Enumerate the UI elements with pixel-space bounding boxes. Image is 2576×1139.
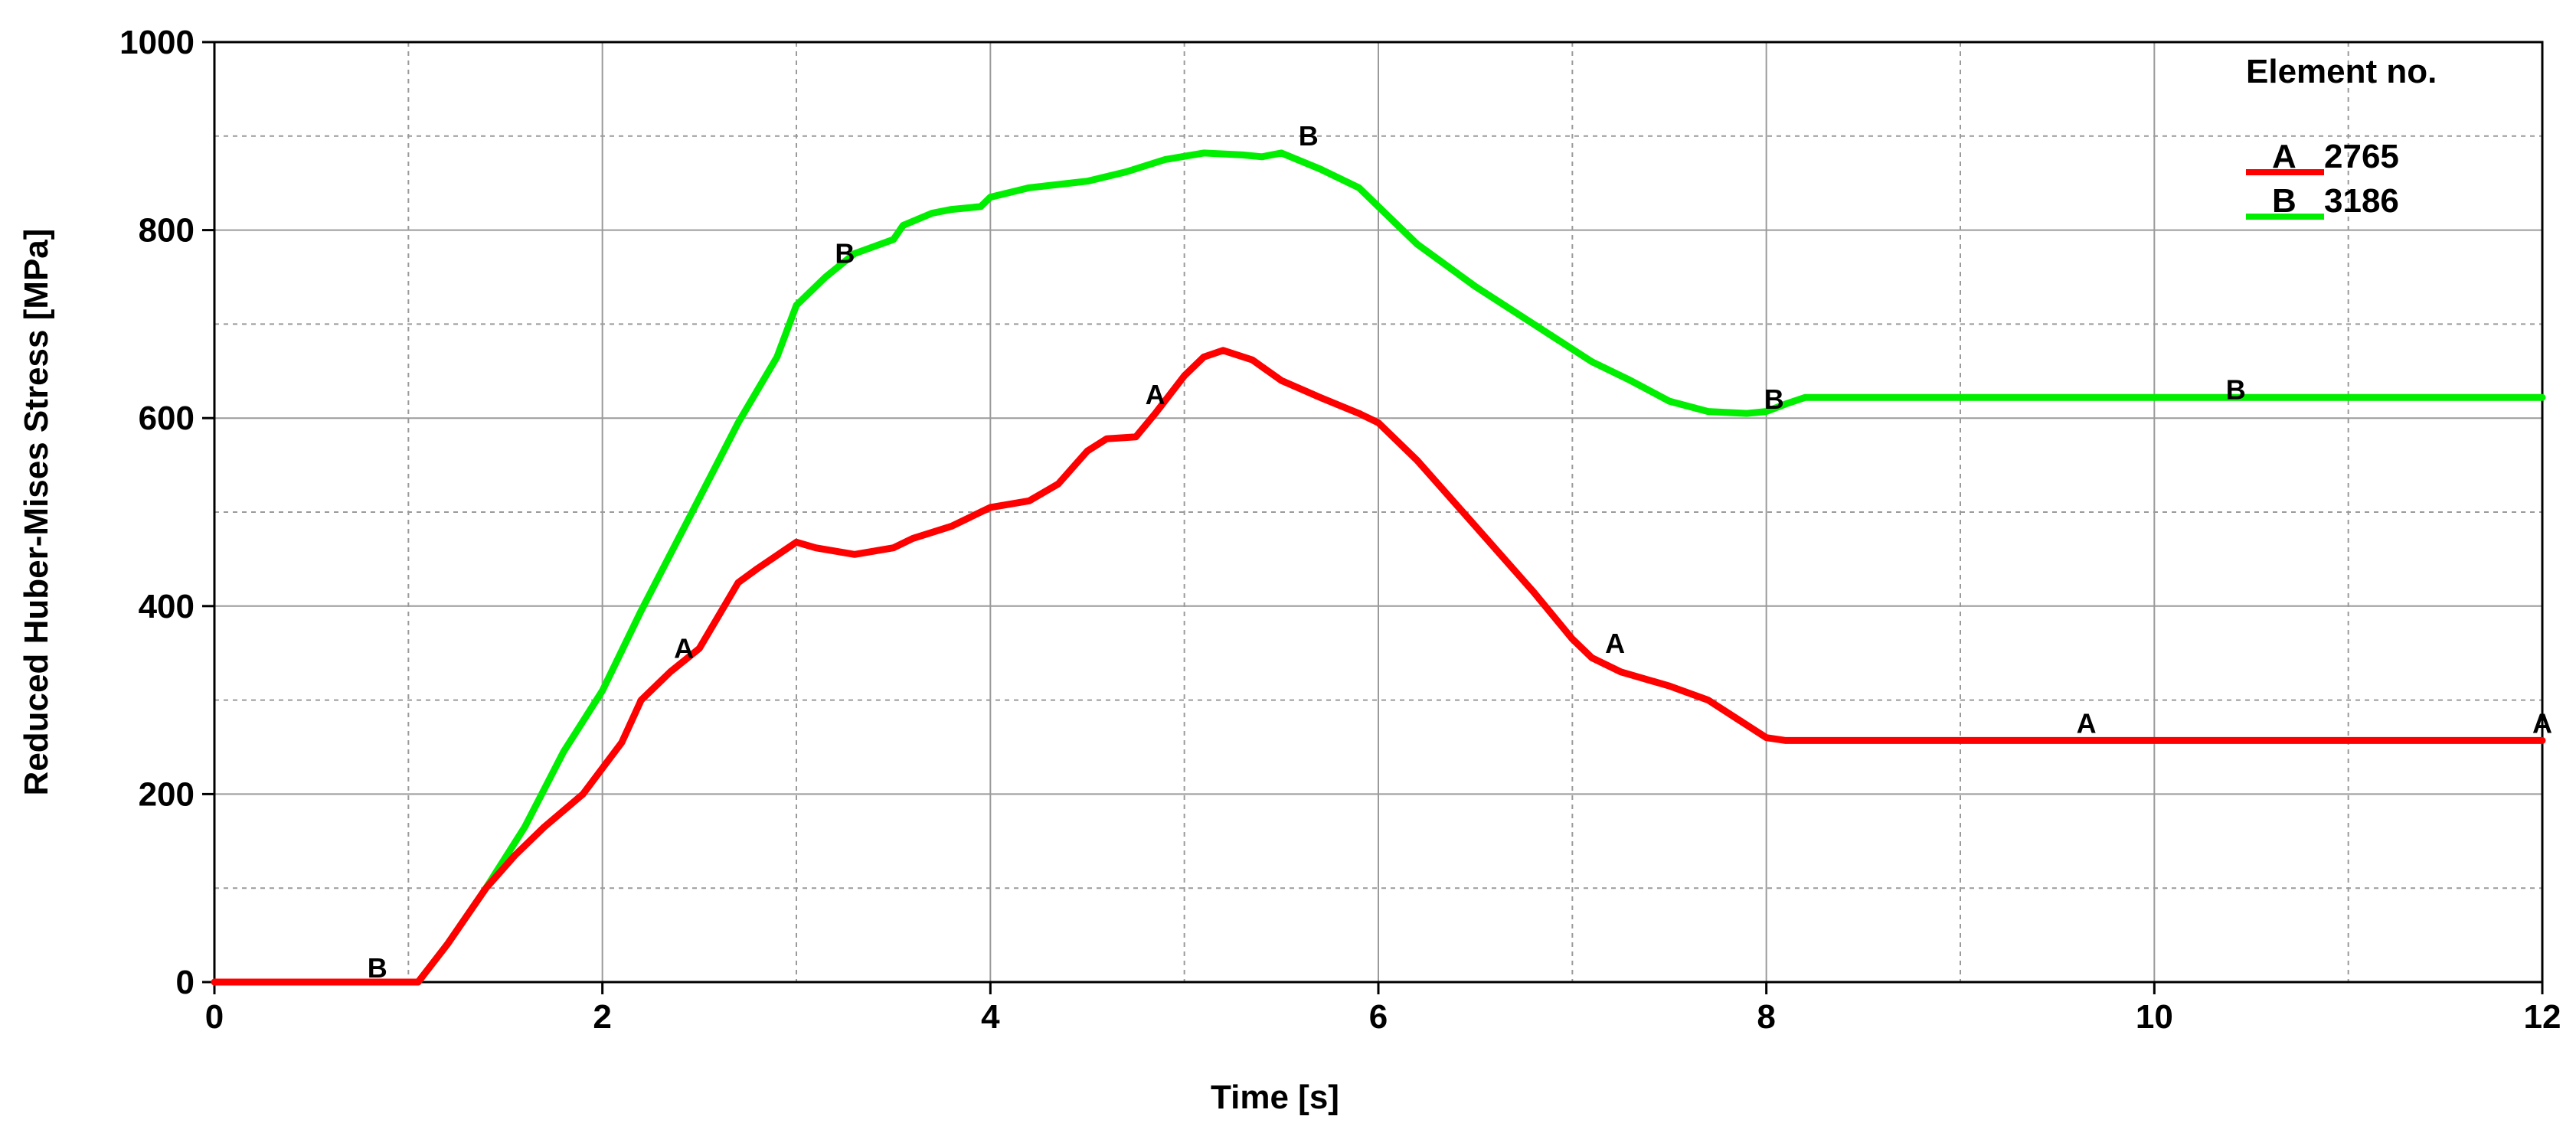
y-tick-label: 800 xyxy=(139,212,195,250)
series-marker-b: B xyxy=(1299,120,1319,152)
x-tick-label: 0 xyxy=(205,998,224,1036)
x-tick-label: 4 xyxy=(981,998,1000,1036)
series-marker-a: A xyxy=(674,632,694,664)
legend-key-a: A xyxy=(2272,138,2296,175)
y-tick-label: 400 xyxy=(139,588,195,625)
y-axis-title: Reduced Huber-Mises Stress [MPa] xyxy=(18,229,55,796)
y-tick-label: 200 xyxy=(139,775,195,813)
series-marker-b: B xyxy=(1764,383,1784,415)
grid xyxy=(214,42,2542,982)
x-tick-label: 10 xyxy=(2136,998,2173,1036)
series-marker-a: A xyxy=(1605,628,1625,659)
series-line-b xyxy=(211,149,2546,986)
x-tick-label: 8 xyxy=(1757,998,1775,1036)
x-tick-label: 12 xyxy=(2524,998,2561,1036)
series-marker-a: A xyxy=(2077,708,2097,739)
x-tick-label: 2 xyxy=(593,998,611,1036)
x-tick-label: 6 xyxy=(1369,998,1388,1036)
y-tick-label: 1000 xyxy=(119,24,195,61)
legend-label-a: 2765 xyxy=(2324,138,2399,175)
y-tick-label: 600 xyxy=(139,400,195,437)
axis-ticks: 0 2 4 6 8 10 12 0 200 400 600 800 1000 xyxy=(119,24,2561,1036)
series-marker-b: B xyxy=(835,238,855,269)
legend-title: Element no. xyxy=(2246,53,2437,90)
series-lines xyxy=(211,149,2546,986)
legend-label-b: 3186 xyxy=(2324,182,2399,220)
legend-key-b: B xyxy=(2272,182,2296,220)
series-line-a xyxy=(211,347,2546,986)
legend: Element no. A 2765 B 3186 xyxy=(2246,53,2437,220)
series-marker-a: A xyxy=(1146,379,1165,410)
series-marker-b: B xyxy=(2226,374,2246,406)
y-tick-label: 0 xyxy=(176,964,195,1001)
series-marker-a: A xyxy=(2532,708,2552,739)
x-axis-title: Time [s] xyxy=(1211,1079,1339,1116)
series-marker-b: B xyxy=(368,952,387,984)
